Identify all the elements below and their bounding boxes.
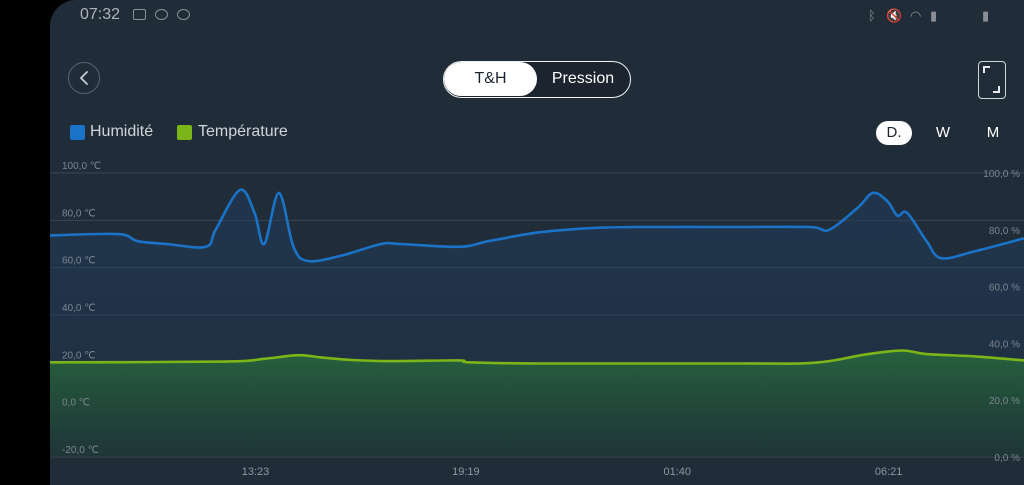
tab-pressure[interactable]: Pression [551,70,615,87]
right-axis-tick: 20,0 % [989,396,1020,407]
axis-ticks: 100,0 ℃ 80,0 ℃ 60,0 ℃ 40,0 ℃ 20,0 ℃ 0,0 ℃ -20,… [62,161,1020,478]
right-axis-tick: 40,0 % [989,339,1020,350]
series-areas [50,189,1024,457]
series-lines [50,188,1024,365]
phone-screen: 07:32 ᛒ 🔇 ◠ ▮ ▮ T&H Pression Humidité Te… [50,0,1024,485]
legend-humidity-label: Humidité [90,123,154,140]
messenger-icon [155,9,168,20]
view-toggle: T&H Pression [443,61,631,98]
left-axis-tick: 20,0 ℃ [62,350,95,361]
x-axis-tick: 13:23 [242,466,270,478]
left-axis-tick: 60,0 ℃ [62,256,95,267]
fullscreen-icon [983,66,1000,93]
legend-temperature-swatch [177,125,192,140]
range-day-button[interactable]: D. [876,121,912,145]
left-axis-tick: 0,0 ℃ [62,398,90,409]
gallery-icon [133,9,146,20]
left-axis-tick: -20,0 ℃ [62,445,99,456]
legend-humidity-swatch [70,125,85,140]
chevron-left-icon [79,71,88,85]
left-axis-tick: 80,0 ℃ [62,208,95,219]
legend-temperature-label: Température [198,123,288,140]
signal-icon: ▮ [930,8,938,23]
bluetooth-icon: ᛒ [868,8,876,23]
x-axis-tick: 01:40 [663,466,691,478]
humidity-temperature-chart: 100,0 ℃ 80,0 ℃ 60,0 ℃ 40,0 ℃ 20,0 ℃ 0,0 ℃ -20,… [50,161,1024,478]
range-week-button[interactable]: W [935,124,951,141]
x-axis-tick: 06:21 [875,466,903,478]
temperature-line [50,349,1024,365]
temperature-area [50,350,1024,457]
right-axis-tick: 80,0 % [989,226,1020,237]
right-axis-tick: 60,0 % [989,283,1020,294]
x-axis-tick: 19:19 [452,466,480,478]
left-axis-tick: 40,0 ℃ [62,303,95,314]
do-not-disturb-icon [177,9,190,20]
status-time: 07:32 [80,6,121,23]
right-axis-tick: 0,0 % [994,453,1020,464]
status-bar: 07:32 ᛒ 🔇 ◠ ▮ ▮ [50,0,1024,30]
tab-temp-humidity[interactable]: T&H [444,62,537,96]
back-button[interactable] [68,62,100,94]
mute-icon: 🔇 [886,8,903,23]
battery-icon: ▮ [982,8,990,23]
left-axis-tick: 100,0 ℃ [62,161,101,172]
fullscreen-button[interactable] [978,61,1006,99]
wifi-icon: ◠ [910,8,922,23]
range-month-button[interactable]: M [986,124,1000,141]
right-axis-tick: 100,0 % [983,169,1020,180]
humidity-line [50,188,1024,263]
